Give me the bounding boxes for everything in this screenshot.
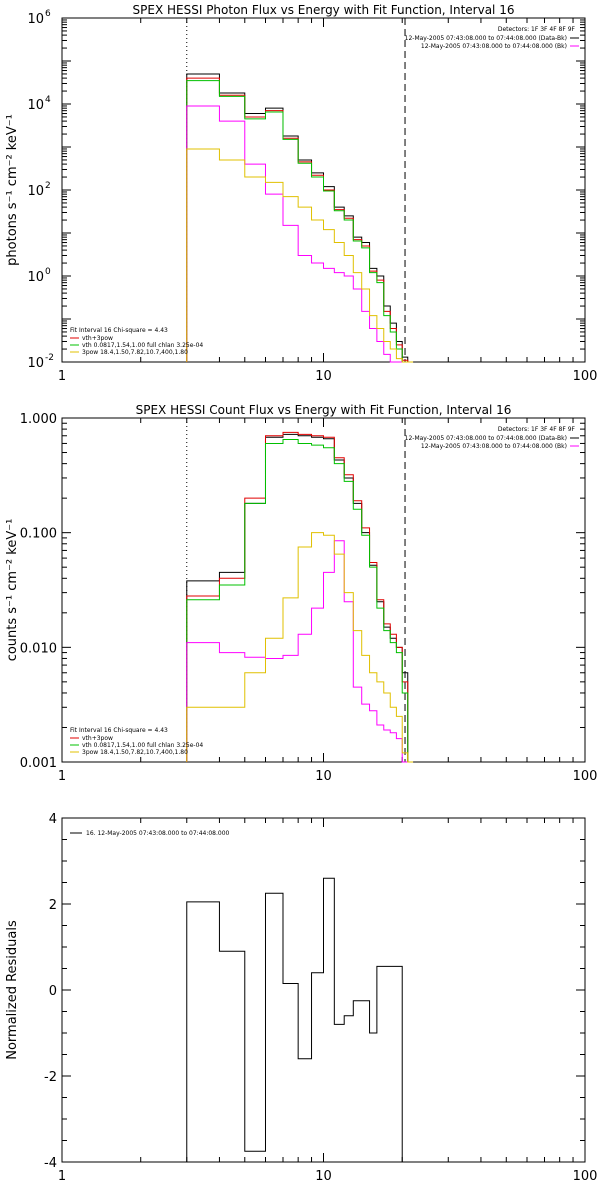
plot-frame xyxy=(61,817,586,1163)
legend-entry-text: vth 0.0817,1.54,1.00 full chlan 3.25e-04 xyxy=(82,342,203,349)
series-1-step-line xyxy=(186,431,414,763)
y-tick-label-exponent: 4 xyxy=(45,95,51,105)
photon-flux-panel: SPEX HESSI Photon Flux vs Energy with Fi… xyxy=(5,3,597,384)
y-axis-label: counts s⁻¹ cm⁻² keV⁻¹ xyxy=(5,519,20,662)
legend-entry-text: 3pow 18.4,1.50,7.82,10.7,400,1.80 xyxy=(82,349,188,356)
legend-entry-text: 3pow 18.4,1.50,7.82,10.7,400,1.80 xyxy=(82,749,188,756)
x-tick-label: 1 xyxy=(58,1169,66,1184)
legend-title: Fit Interval 16 Chi-square = 4.43 xyxy=(70,727,168,734)
x-tick-label: 100 xyxy=(573,769,598,784)
x-tick-label: 1 xyxy=(58,769,66,784)
legend-entry-text: vth 0.0817,1.54,1.00 full chlan 3.25e-04 xyxy=(82,742,203,749)
y-tick-label: 0 xyxy=(49,984,57,999)
y-tick-label: 10 xyxy=(27,12,44,27)
series-0-step-line xyxy=(186,877,403,1162)
series-4-step-line xyxy=(186,532,414,763)
y-tick-label-exponent: 2 xyxy=(45,181,51,191)
y-tick-label: 10 xyxy=(27,98,44,113)
y-axis-label: Normalized Residuals xyxy=(5,920,20,1060)
series-3-step-line xyxy=(186,540,414,763)
legend-top-right: Detectors: 1F 3F 4F 8F 9F 12-May-2005 07:… xyxy=(405,26,579,50)
x-tick-label: 10 xyxy=(315,769,332,784)
legend-entry-text: 16. 12-May-2005 07:43:08.000 to 07:44:08… xyxy=(86,830,230,837)
legend-entry-text: vth+3pow xyxy=(82,335,113,342)
series-4-step-line xyxy=(186,148,414,363)
legend-entry-text: vth+3pow xyxy=(82,735,113,742)
x-tick-label: 10 xyxy=(315,1169,332,1184)
legend-entry-text: 12-May-2005 07:43:08.000 to 07:44:08.000… xyxy=(421,43,567,50)
legend-top-left: 16. 12-May-2005 07:43:08.000 to 07:44:08… xyxy=(70,830,230,837)
y-axis-label: photons s⁻¹ cm⁻² keV⁻¹ xyxy=(5,114,20,266)
y-tick-label: 4 xyxy=(49,812,57,827)
y-tick-label-exponent: 6 xyxy=(45,9,51,19)
legend-title: Detectors: 1F 3F 4F 8F 9F xyxy=(498,26,576,33)
legend-entry-text: 12-May-2005 07:43:08.000 to 07:44:08.000… xyxy=(421,443,567,450)
count-flux-panel: SPEX HESSI Count Flux vs Energy with Fit… xyxy=(5,403,597,784)
series-0-step-line xyxy=(186,73,414,363)
y-tick-label: 2 xyxy=(49,898,57,913)
residuals-panel: 1 10 100 -4 -2 0 2 4 Normalized Residuals 16. 12-… xyxy=(5,812,597,1184)
y-tick-label: 10 xyxy=(27,184,44,199)
series-2-step-line xyxy=(186,80,414,363)
y-tick-label: 0.001 xyxy=(20,756,57,771)
legend-bottom-left: Fit Interval 16 Chi-square = 4.43vth+3po… xyxy=(70,727,203,756)
y-tick-label: 10 xyxy=(27,356,44,371)
legend-title: Detectors: 1F 3F 4F 8F 9F xyxy=(498,426,576,433)
chart-title: SPEX HESSI Count Flux vs Energy with Fit… xyxy=(136,403,512,417)
x-tick-label: 1 xyxy=(58,369,66,384)
legend-entry-text: 12-May-2005 07:43:08.000 to 07:44:08.000… xyxy=(405,435,567,442)
legend-bottom-left: Fit Interval 16 Chi-square = 4.43vth+3po… xyxy=(70,327,203,356)
legend-entry-text: 12-May-2005 07:43:08.000 to 07:44:08.000… xyxy=(405,35,567,42)
x-tick-label: 100 xyxy=(573,1169,598,1184)
x-tick-label: 100 xyxy=(573,369,598,384)
y-tick-label: 0.100 xyxy=(20,527,57,542)
legend-title: Fit Interval 16 Chi-square = 4.43 xyxy=(70,327,168,334)
y-tick-label: 0.010 xyxy=(20,641,57,656)
y-tick-label-exponent: 0 xyxy=(45,267,51,277)
y-tick-label-exponent: -2 xyxy=(45,353,54,363)
y-tick-label: -2 xyxy=(44,1070,57,1085)
chart-title: SPEX HESSI Photon Flux vs Energy with Fi… xyxy=(133,3,515,17)
series-2-step-line xyxy=(186,438,414,763)
y-tick-label: -4 xyxy=(44,1156,57,1171)
x-tick-label: 10 xyxy=(315,369,332,384)
legend-top-right: Detectors: 1F 3F 4F 8F 9F 12-May-2005 07:… xyxy=(405,426,579,450)
y-tick-label: 1.000 xyxy=(20,412,57,427)
y-tick-label: 10 xyxy=(27,270,44,285)
series-0-step-line xyxy=(186,433,414,763)
series-3-step-line xyxy=(186,105,414,363)
